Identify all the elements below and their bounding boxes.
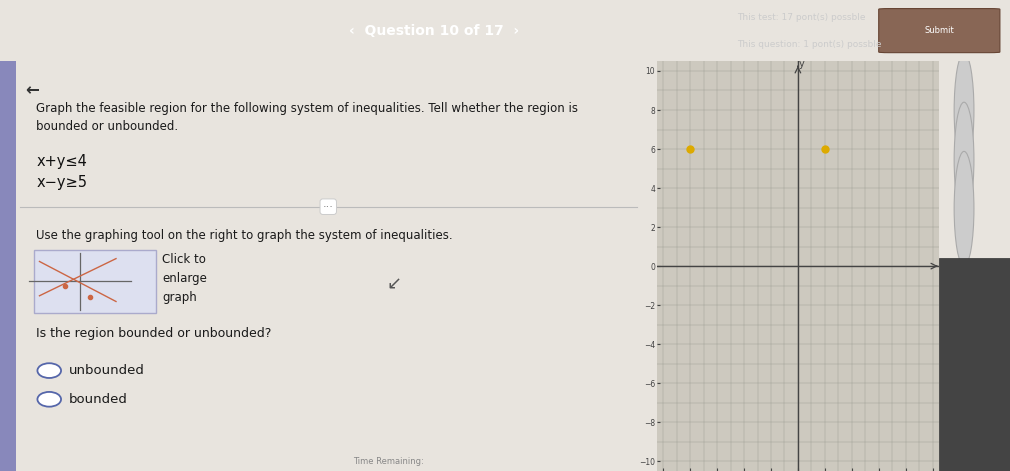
Text: Time Remaining:: Time Remaining: bbox=[354, 457, 424, 466]
Text: Use the graphing tool on the right to graph the system of inequalities.: Use the graphing tool on the right to gr… bbox=[36, 229, 452, 242]
Text: Is the region bounded or unbounded?: Is the region bounded or unbounded? bbox=[36, 327, 272, 340]
Circle shape bbox=[954, 53, 974, 168]
Text: Graph the feasible region for the following system of inequalities. Tell whether: Graph the feasible region for the follow… bbox=[36, 102, 578, 133]
Text: ▲: ▲ bbox=[5, 135, 12, 144]
Text: This question: 1 pont(s) possble: This question: 1 pont(s) possble bbox=[737, 40, 882, 49]
FancyBboxPatch shape bbox=[879, 8, 1000, 53]
Text: y: y bbox=[799, 59, 805, 69]
Text: x−y≥5: x−y≥5 bbox=[36, 175, 87, 190]
Text: unbounded: unbounded bbox=[69, 364, 144, 377]
FancyBboxPatch shape bbox=[34, 250, 156, 313]
Circle shape bbox=[954, 151, 974, 266]
Text: Click to
enlarge
graph: Click to enlarge graph bbox=[163, 253, 207, 304]
Text: ↙: ↙ bbox=[387, 276, 401, 293]
Bar bbox=[939, 258, 1010, 471]
Text: ···: ··· bbox=[323, 202, 333, 211]
Circle shape bbox=[37, 392, 61, 406]
Circle shape bbox=[954, 102, 974, 217]
Text: This test: 17 pont(s) possble: This test: 17 pont(s) possble bbox=[737, 13, 866, 22]
Text: x+y≤4: x+y≤4 bbox=[36, 154, 87, 169]
Text: bounded: bounded bbox=[69, 393, 128, 406]
Text: ←: ← bbox=[25, 81, 38, 99]
Text: ‹  Question 10 of 17  ›: ‹ Question 10 of 17 › bbox=[349, 24, 519, 38]
Text: Submit: Submit bbox=[924, 26, 954, 35]
Circle shape bbox=[37, 363, 61, 378]
Bar bbox=[0, 61, 16, 471]
